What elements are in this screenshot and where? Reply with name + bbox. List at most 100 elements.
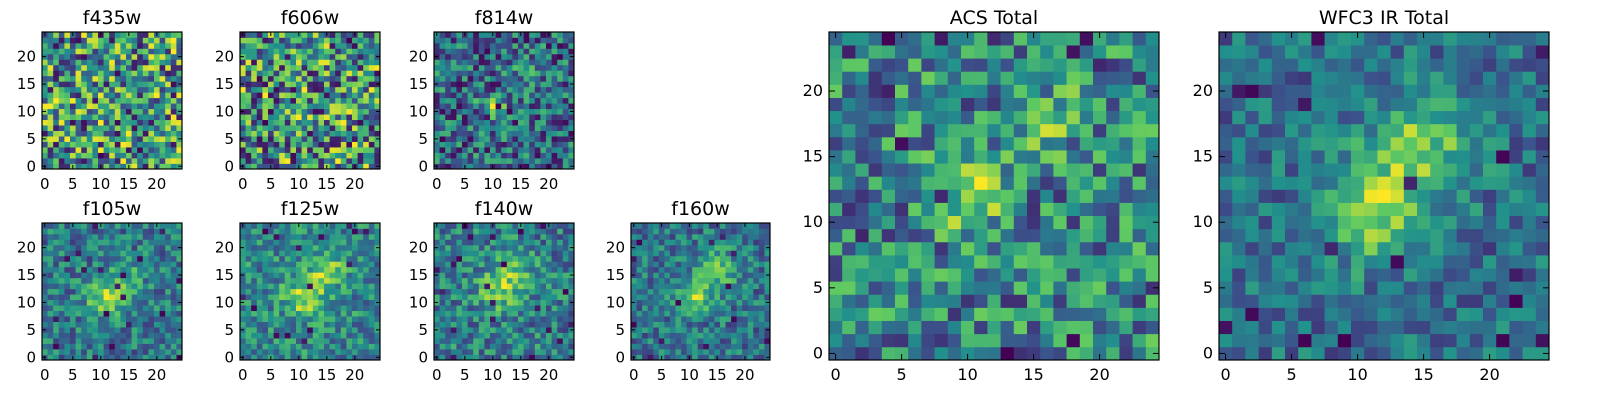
heatmap-cell <box>557 53 564 60</box>
heatmap-cell <box>568 338 575 344</box>
heatmap-cell <box>467 59 474 66</box>
heatmap-cell <box>58 332 65 339</box>
heatmap-cell <box>473 163 480 170</box>
heatmap-cell <box>518 283 524 290</box>
heatmap-cell <box>75 125 82 131</box>
heatmap-cell <box>103 32 110 38</box>
heatmap-cell <box>159 310 166 317</box>
heatmap-cell <box>312 233 319 240</box>
heatmap-cell <box>631 277 637 284</box>
y-tick-label: 0 <box>26 348 36 366</box>
heatmap-cell <box>445 343 452 350</box>
heatmap-cell <box>137 321 144 328</box>
heatmap-cell <box>731 277 737 284</box>
heatmap-cell <box>131 244 138 251</box>
heatmap-cell <box>335 255 342 262</box>
heatmap-cell <box>518 97 524 104</box>
y-tick-label: 5 <box>224 321 234 339</box>
heatmap-cell <box>165 255 172 262</box>
heatmap-cell <box>64 59 71 66</box>
heatmap-cell <box>170 349 177 355</box>
heatmap-cell <box>47 70 54 77</box>
heatmap-cell <box>47 152 54 159</box>
heatmap-cell <box>642 283 649 290</box>
heatmap-cell <box>114 250 121 257</box>
heatmap-cell <box>736 277 743 284</box>
heatmap-cell <box>490 125 496 131</box>
heatmap-cell <box>540 272 547 279</box>
heatmap-cell <box>518 59 524 66</box>
heatmap-cell <box>374 305 381 312</box>
heatmap-cell <box>719 288 726 295</box>
heatmap-cell <box>340 75 347 82</box>
heatmap-cell <box>675 277 682 284</box>
heatmap-cell <box>881 320 896 335</box>
heatmap-cell <box>284 32 291 38</box>
heatmap-cell <box>318 97 325 104</box>
heatmap-cell <box>148 294 155 301</box>
heatmap-cell <box>647 294 654 301</box>
heatmap-cell <box>58 272 65 279</box>
heatmap-cell <box>725 277 732 284</box>
heatmap-cell <box>934 241 949 256</box>
heatmap-cell <box>450 119 457 126</box>
heatmap-cell <box>719 343 726 350</box>
heatmap-cell <box>478 261 485 268</box>
heatmap-cell <box>131 152 138 159</box>
heatmap-cell <box>324 48 330 55</box>
heatmap-cell <box>506 103 513 110</box>
heatmap-cell <box>92 37 99 44</box>
heatmap-cell <box>165 158 172 164</box>
heatmap-cell <box>357 42 364 49</box>
heatmap-cell <box>697 272 704 279</box>
heatmap-cell <box>301 283 308 290</box>
heatmap-cell <box>562 163 569 170</box>
heatmap-cell <box>126 305 132 312</box>
heatmap-cell <box>137 81 144 88</box>
heatmap-cell <box>445 81 452 88</box>
heatmap-cell <box>895 189 909 203</box>
heatmap-cell <box>120 272 127 279</box>
heatmap-cell <box>484 294 491 301</box>
x-tick-label: 0 <box>238 175 248 193</box>
heatmap-cell <box>290 277 297 284</box>
heatmap-cell <box>653 266 660 273</box>
heatmap-cell <box>642 261 649 268</box>
heatmap-cell <box>534 288 541 295</box>
heatmap-cell <box>245 244 252 251</box>
heatmap-cell <box>501 48 508 55</box>
heatmap-cell <box>86 277 93 284</box>
heatmap-cell <box>363 272 370 279</box>
heatmap-cell <box>114 32 121 38</box>
heatmap-cell <box>120 332 127 339</box>
heatmap-cell <box>1106 307 1120 321</box>
heatmap-cell <box>1027 176 1041 190</box>
heatmap-cell <box>456 59 463 66</box>
heatmap-cell <box>725 283 732 290</box>
heatmap-cell <box>357 152 364 159</box>
heatmap-cell <box>324 86 330 93</box>
heatmap-cell <box>58 32 65 38</box>
heatmap-cell <box>47 261 54 268</box>
heatmap-cell <box>92 97 99 104</box>
heatmap-cell <box>747 316 754 322</box>
heatmap-cell <box>159 158 166 164</box>
heatmap-cell <box>103 48 110 55</box>
heatmap-cell <box>669 338 676 344</box>
heatmap-cell <box>103 59 110 66</box>
heatmap-cell <box>557 108 564 115</box>
heatmap-cell <box>329 158 336 164</box>
heatmap-cell <box>98 250 104 257</box>
heatmap-cell <box>495 97 502 104</box>
heatmap-cell <box>725 349 732 355</box>
heatmap-cell <box>484 59 491 66</box>
heatmap-cell <box>329 288 336 295</box>
heatmap-cell <box>92 108 99 115</box>
heatmap-cell <box>829 268 843 282</box>
heatmap-cell <box>534 152 541 159</box>
heatmap-cell <box>357 277 364 284</box>
heatmap-cell <box>495 332 502 339</box>
heatmap-cell <box>137 310 144 317</box>
heatmap-cell <box>462 261 468 268</box>
heatmap-cell <box>363 32 370 38</box>
